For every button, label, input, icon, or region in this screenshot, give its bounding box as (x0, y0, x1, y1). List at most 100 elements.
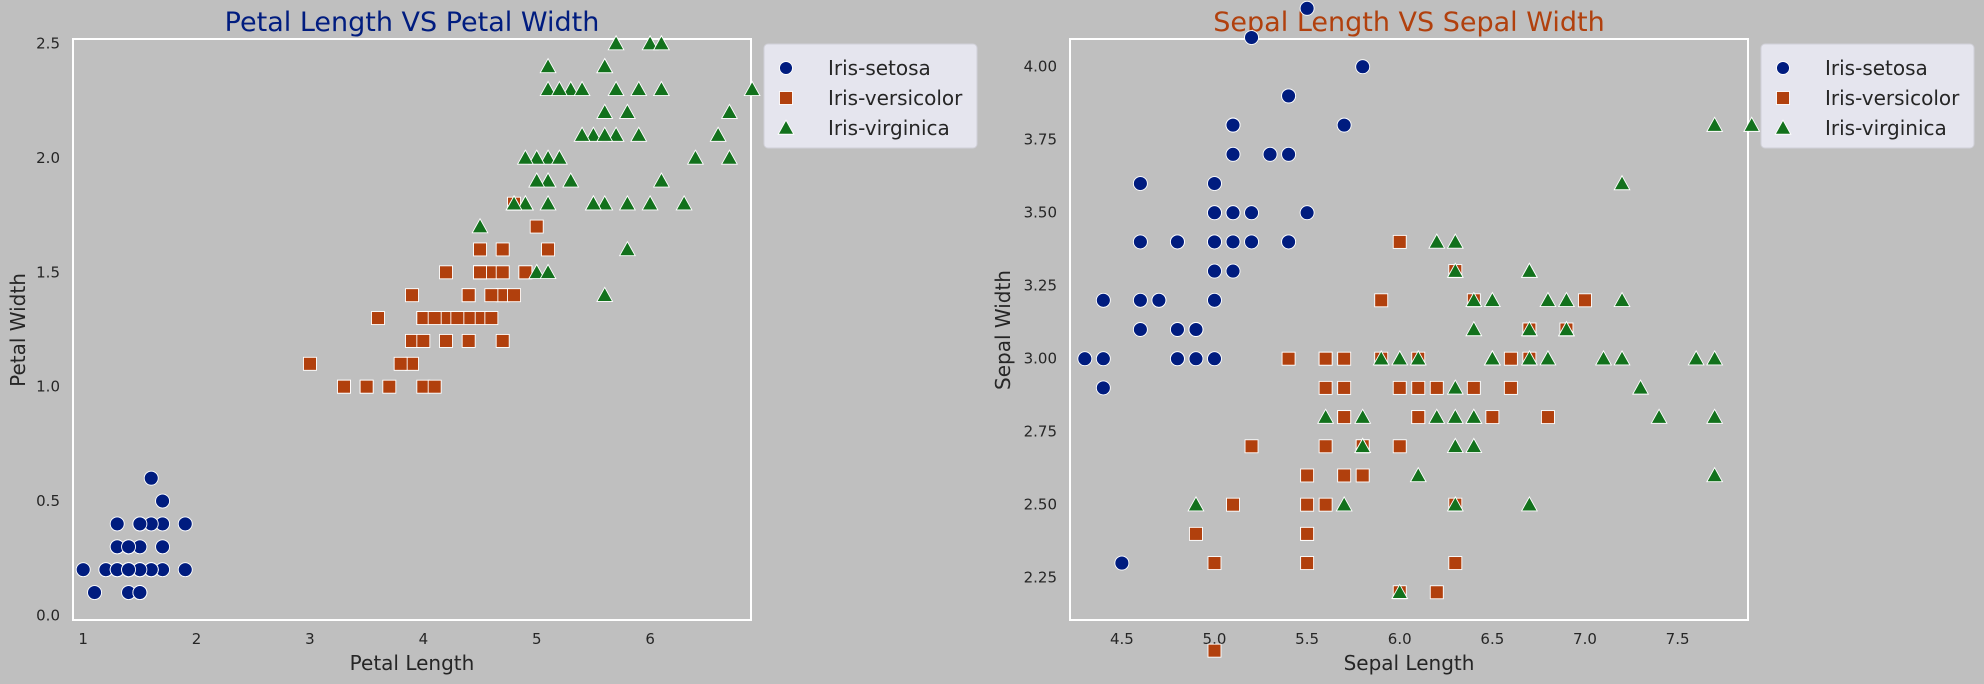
data-point-iris-setosa (1336, 117, 1352, 133)
data-point-iris-setosa (1244, 234, 1259, 250)
data-point-iris-setosa (1207, 234, 1222, 250)
data-point-iris-versicolor (1466, 380, 1481, 395)
data-point-iris-versicolor (1411, 410, 1426, 425)
data-point-iris-virginica (528, 172, 546, 188)
data-point-iris-virginica (1483, 349, 1501, 366)
sepal-y-axis-label: Sepal Width (991, 270, 1015, 390)
data-point-iris-virginica (1446, 408, 1464, 424)
data-point-iris-virginica (1428, 233, 1446, 249)
data-point-iris-versicolor (495, 333, 510, 348)
data-point-iris-virginica (1613, 174, 1631, 191)
data-point-iris-virginica (743, 80, 761, 97)
sepal-y-tick-label: 3.50 (1024, 204, 1057, 222)
data-point-iris-versicolor (1226, 497, 1240, 512)
data-point-iris-setosa (1132, 234, 1148, 250)
data-point-iris-virginica (505, 194, 523, 211)
data-point-iris-virginica (596, 57, 614, 74)
data-point-iris-virginica (618, 103, 636, 119)
data-point-iris-versicolor (359, 379, 374, 394)
data-point-iris-virginica (1409, 466, 1427, 483)
data-point-iris-versicolor (1318, 439, 1333, 454)
petal-y-tick-label: 1.0 (36, 378, 60, 396)
data-point-iris-setosa (109, 516, 125, 532)
petal-legend: Iris-setosa Iris-versicolor Iris-virginica (763, 43, 978, 149)
data-point-iris-virginica (641, 194, 659, 211)
data-point-iris-setosa (1299, 205, 1315, 221)
data-point-iris-virginica (607, 34, 625, 51)
data-point-iris-virginica (1446, 233, 1464, 249)
data-point-iris-virginica (528, 149, 546, 165)
data-point-iris-versicolor (427, 379, 442, 394)
data-point-iris-setosa (1151, 292, 1167, 308)
data-point-iris-versicolor (1281, 351, 1296, 366)
data-point-iris-virginica (652, 80, 670, 97)
sepal-x-tick-label: 7.5 (1666, 630, 1690, 648)
data-point-iris-virginica (1354, 437, 1372, 453)
data-point-iris-versicolor (416, 333, 431, 348)
sepal-ticks: 4.5 5.0 5.5 6.0 6.5 7.0 7.5 2.25 2.50 2.75 3.00 3.2… (1024, 58, 1690, 648)
data-point-iris-virginica (1372, 349, 1390, 366)
data-point-iris-versicolor (1392, 380, 1407, 395)
data-point-iris-setosa (1225, 234, 1241, 250)
data-point-iris-versicolor (461, 333, 476, 348)
petal-legend-label-iris-virginica: Iris-virginica (828, 116, 950, 140)
sepal-y-tick-label: 3.75 (1024, 131, 1057, 149)
data-point-iris-virginica (675, 194, 693, 211)
data-point-iris-setosa (1077, 351, 1093, 367)
data-point-iris-virginica (1446, 495, 1464, 512)
data-point-iris-virginica (1391, 349, 1409, 366)
data-point-iris-versicolor (1392, 439, 1407, 454)
data-point-iris-versicolor (1374, 293, 1389, 308)
data-point-iris-virginica (596, 286, 614, 302)
data-point-iris-versicolor (484, 288, 499, 303)
data-point-iris-virginica (1539, 349, 1557, 366)
data-point-iris-virginica (1594, 349, 1613, 366)
data-point-iris-versicolor (1207, 643, 1222, 658)
data-point-iris-virginica (1520, 320, 1538, 337)
data-point-iris-versicolor (393, 356, 408, 371)
data-point-iris-versicolor (1503, 380, 1518, 395)
data-point-iris-virginica (1187, 495, 1205, 512)
data-point-iris-versicolor (1300, 468, 1315, 483)
sepal-x-axis-label: Sepal Length (1344, 651, 1475, 675)
data-point-iris-virginica (539, 57, 557, 74)
data-point-iris-virginica (618, 240, 636, 257)
sepal-y-tick-label: 2.75 (1024, 423, 1057, 441)
data-point-iris-virginica (471, 217, 489, 234)
data-point-iris-versicolor (507, 288, 521, 303)
petal-legend-label-iris-setosa: Iris-setosa (828, 56, 931, 80)
data-point-iris-setosa (1281, 234, 1297, 250)
data-point-iris-virginica (641, 34, 659, 51)
data-point-iris-versicolor (1207, 556, 1222, 571)
data-point-iris-setosa (1114, 555, 1130, 571)
data-point-iris-virginica (618, 194, 636, 211)
data-point-iris-virginica (686, 149, 705, 165)
data-point-iris-virginica (1428, 408, 1446, 424)
data-point-iris-virginica (720, 149, 739, 165)
data-point-iris-virginica (630, 80, 648, 97)
data-point-iris-virginica (1465, 320, 1483, 337)
data-point-iris-virginica (562, 80, 580, 97)
data-point-iris-virginica (1706, 349, 1724, 366)
square-marker-icon (779, 91, 793, 105)
data-point-iris-virginica (1465, 437, 1483, 453)
data-point-iris-setosa (1225, 263, 1241, 279)
sepal-x-tick-label: 4.5 (1110, 630, 1134, 648)
data-point-iris-versicolor (1540, 410, 1555, 425)
data-point-iris-setosa (177, 562, 193, 578)
data-point-iris-virginica (528, 263, 546, 280)
data-point-iris-virginica (562, 172, 580, 188)
data-point-iris-virginica (550, 80, 568, 97)
data-point-iris-virginica (539, 194, 557, 211)
petal-chart-title: Petal Length VS Petal Width (225, 7, 600, 38)
data-point-iris-virginica (652, 172, 670, 188)
sepal-y-tick-label: 2.50 (1024, 496, 1057, 514)
data-point-iris-virginica (596, 103, 614, 119)
data-point-iris-virginica (1317, 408, 1335, 424)
data-point-iris-virginica (1409, 349, 1427, 366)
data-point-iris-virginica (1706, 466, 1724, 483)
data-point-iris-versicolor (1411, 380, 1426, 395)
sepal-x-tick-label: 5.5 (1295, 630, 1319, 648)
data-point-iris-virginica (1446, 262, 1464, 278)
